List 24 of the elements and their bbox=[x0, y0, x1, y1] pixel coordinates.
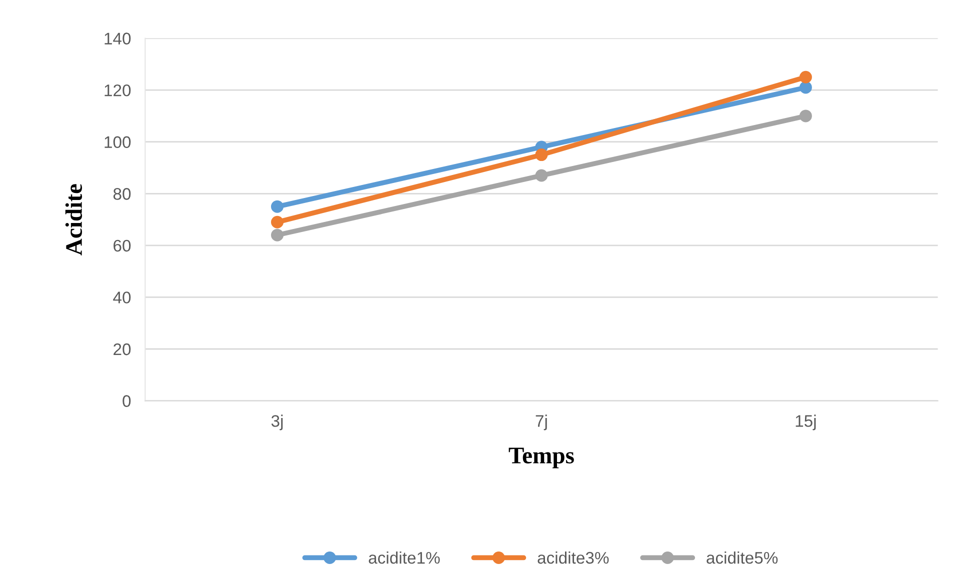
y-tick-label: 40 bbox=[113, 292, 131, 304]
y-tick-label: 100 bbox=[104, 136, 131, 148]
legend-label: acidite1% bbox=[368, 551, 440, 564]
point bbox=[799, 110, 812, 122]
legend-label: acidite5% bbox=[706, 551, 778, 564]
x-tick-label: 15j bbox=[796, 414, 816, 430]
y-tick-label: 120 bbox=[104, 84, 131, 96]
point bbox=[799, 70, 812, 84]
y-tick-label: 0 bbox=[122, 395, 131, 407]
legend-label: acidite3% bbox=[538, 551, 609, 564]
x-tick-label: 3j bbox=[271, 414, 283, 430]
y-axis-title: Acidite bbox=[65, 184, 82, 256]
y-tick-label: 80 bbox=[113, 188, 131, 200]
point bbox=[535, 169, 548, 182]
point bbox=[271, 200, 284, 213]
point bbox=[535, 148, 548, 162]
y-tick-label: 60 bbox=[114, 240, 131, 252]
y-tick-label: 20 bbox=[114, 343, 131, 356]
y-tick-label: 140 bbox=[104, 32, 131, 44]
point bbox=[271, 216, 284, 228]
x-axis-title: Temps bbox=[508, 448, 574, 468]
x-tick-label: 7j bbox=[536, 414, 547, 430]
point bbox=[799, 81, 812, 94]
point bbox=[271, 228, 284, 242]
